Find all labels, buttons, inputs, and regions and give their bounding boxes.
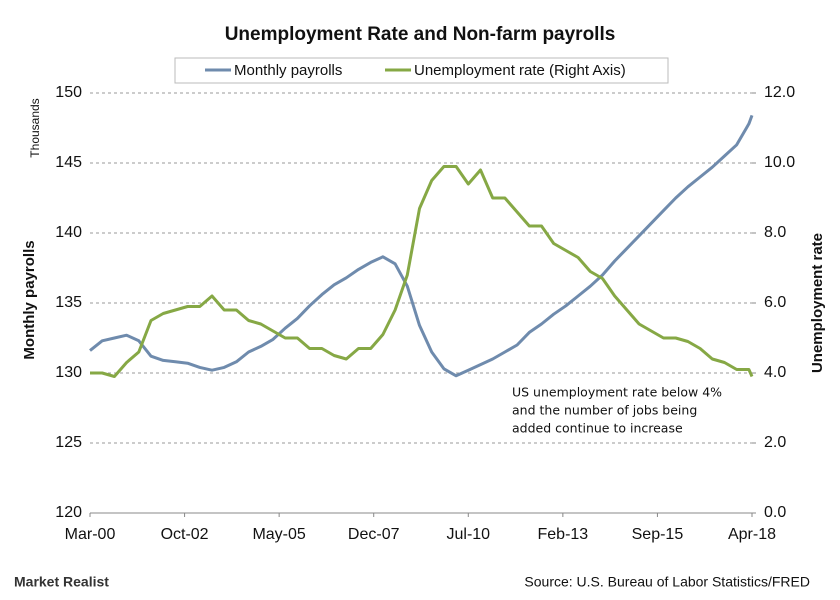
y2-tick-label: 0.0 <box>764 504 786 521</box>
y2-tick-label: 6.0 <box>764 294 786 311</box>
y-tick-label: 145 <box>55 154 82 171</box>
legend-box <box>174 57 669 84</box>
y2-tick-label: 4.0 <box>764 364 786 381</box>
y2-tick-label: 8.0 <box>764 224 786 241</box>
x-tick-label: Oct-02 <box>161 526 209 543</box>
x-tick-label: Dec-07 <box>348 526 400 543</box>
y-tick-label: 135 <box>55 294 82 311</box>
x-tick-label: Apr-18 <box>728 526 776 543</box>
y2-tick-label: 10.0 <box>764 154 795 171</box>
y-tick-label: 150 <box>55 84 82 101</box>
annotation: US unemployment rate below 4% <box>512 385 722 400</box>
legend-label: Monthly payrolls <box>234 62 342 79</box>
legend-label: Unemployment rate (Right Axis) <box>414 62 626 79</box>
y-tick-label: 120 <box>55 504 82 521</box>
y-tick-label: 140 <box>55 224 82 241</box>
y2-tick-label: 12.0 <box>764 84 795 101</box>
y2-axis-title: Unemployment rate <box>809 233 826 373</box>
annotation: and the number of jobs being <box>512 403 697 418</box>
y-axis-title: Monthly payrolls <box>21 240 38 359</box>
series-line <box>89 114 754 378</box>
chart-title: Unemployment Rate and Non-farm payrolls <box>225 24 616 45</box>
x-tick-label: Feb-13 <box>538 526 589 543</box>
logo: Market Realist <box>14 574 109 590</box>
x-tick-label: May-05 <box>252 526 305 543</box>
y-tick-label: 130 <box>55 364 82 381</box>
annotation: added continue to increase <box>512 421 683 436</box>
y-tick-label: 125 <box>55 434 82 451</box>
y-axis-unit: Thousands <box>28 98 42 157</box>
x-tick-label: Sep-15 <box>632 526 684 543</box>
series-line <box>90 165 754 378</box>
source: Source: U.S. Bureau of Labor Statistics/… <box>524 574 810 590</box>
y2-tick-label: 2.0 <box>764 434 786 451</box>
x-tick-label: Mar-00 <box>65 526 116 543</box>
x-tick-label: Jul-10 <box>446 526 490 543</box>
